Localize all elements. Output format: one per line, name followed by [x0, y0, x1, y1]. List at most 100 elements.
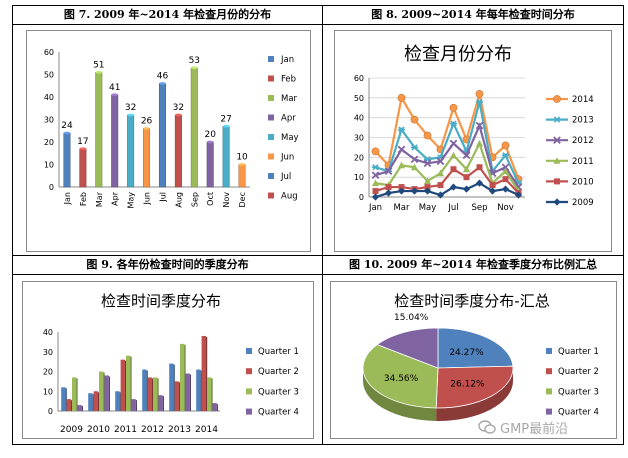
fig8-point-2011-Jul: [449, 151, 458, 159]
fig8-legend-label-2013: 2013: [572, 116, 594, 126]
fig9-bar-side-2010-Quarter-4: [108, 376, 110, 411]
fig9-bar-2010-Quarter-1: [88, 393, 93, 411]
fig8-legend-label-2012: 2012: [572, 136, 594, 146]
fig10-slice-side-Quarter-2-0: [436, 368, 513, 422]
fig8-point-2014-Mar: [397, 93, 406, 102]
fig8-line-2009: [375, 181, 519, 199]
fig8-legend-label-2010: 2010: [572, 177, 594, 187]
fig8-ytick-30: 30: [354, 134, 364, 143]
fig7-bar-top-Nov: [222, 124, 230, 128]
fig8-point-2010-Aug: [463, 174, 470, 181]
fig9-xtick-2013: 2013: [168, 425, 191, 435]
fig7-xtick-Sep: Sep: [190, 192, 199, 207]
fig9-bar-side-2010-Quarter-2: [98, 392, 100, 411]
fig7-bar-Aug: [174, 114, 182, 188]
fig10-legend-swatch-Quarter-1: [546, 348, 552, 354]
fig7-bar-Mar: [95, 72, 103, 188]
fig8-legend-marker-2010: [554, 178, 560, 185]
frame-left: [12, 5, 13, 445]
fig7-ytick-30: 30: [44, 116, 54, 125]
fig10-data-label-Quarter-3: 34.56%: [384, 374, 419, 384]
fig9-bar-side-2009-Quarter-1: [65, 388, 67, 411]
fig9-bar-side-2009-Quarter-3: [76, 378, 78, 411]
fig8-point-2012-Mar: [397, 145, 406, 154]
fig7-legend-label-Feb: Feb: [281, 75, 296, 85]
watermark-text: GMP最前沿: [500, 421, 569, 437]
fig7-legend-label-Aug: Aug: [281, 192, 298, 202]
fig7-xtick-Apr: Apr: [111, 191, 120, 206]
fig7-ytick-50: 50: [44, 71, 54, 80]
fig9-bar-side-2014-Quarter-1: [200, 370, 202, 411]
fig8-point-2011-Jun: [436, 169, 445, 177]
fig9-bar-2010-Quarter-2: [93, 391, 98, 411]
fig8-point-2013-Nov: [501, 152, 510, 159]
fig7-bar-top-Sep: [191, 66, 198, 70]
fig8-point-2010-Mar: [398, 184, 405, 191]
fig7-data-label-Mar: 51: [93, 60, 104, 70]
fig9-legend-swatch-Quarter-1: [246, 348, 252, 354]
fig9-bar-2014-Quarter-4: [212, 403, 217, 411]
fig10-legend-label-Quarter-3: Quarter 3: [558, 387, 599, 397]
fig8-ytick-50: 50: [354, 94, 364, 103]
fig8-point-2009-Sep: [475, 179, 484, 187]
fig8-point-2011-Nov: [501, 167, 510, 175]
frame-top: [12, 5, 624, 6]
fig9-legend-swatch-Quarter-2: [246, 368, 252, 375]
fig9-bar-2011-Quarter-2: [120, 359, 125, 411]
fig9-ytick-20: 20: [43, 368, 53, 377]
panel-caption-fig8: 图 8. 2009~2014 年每年检查时间分布: [371, 8, 575, 21]
fig7-bar-May: [127, 114, 135, 188]
fig10-slice-Quarter-4: [376, 327, 439, 369]
fig8-legend-marker-2009: [553, 198, 561, 206]
fig10-legend-swatch-Quarter-4: [546, 408, 552, 415]
fig8-point-2011-Apr: [410, 163, 419, 171]
fig9-bar-side-2010-Quarter-3: [103, 372, 105, 411]
fig9-bar-2009-Quarter-1: [61, 387, 66, 411]
fig7-data-label-Oct: 20: [204, 130, 216, 140]
fig9-bar-side-2011-Quarter-2: [125, 360, 127, 411]
frame-right: [623, 5, 624, 445]
panel-caption-fig9: 图 9. 各年份检查时间的季度分布: [86, 258, 249, 271]
fig9-title: 检查时间季度分布: [101, 292, 221, 310]
fig9-bar-side-2014-Quarter-4: [216, 404, 218, 411]
fig8-ytick-20: 20: [354, 153, 364, 162]
fig7-bar-Apr: [111, 94, 119, 188]
frame-bottom: [12, 444, 624, 445]
fig10-slice-Quarter-1: [437, 327, 514, 369]
fig8-xtick-May: May: [419, 203, 437, 213]
fig9-bar-2014-Quarter-3: [207, 377, 212, 411]
fig8-ytick-60: 60: [354, 74, 364, 83]
fig7-bar-top-Feb: [79, 147, 87, 151]
fig8-legend-label-2011: 2011: [572, 157, 594, 167]
fig9-bar-2010-Quarter-3: [99, 371, 104, 411]
fig8-point-2009-Jul: [449, 183, 458, 191]
fig8-point-2014-Jul: [449, 103, 458, 112]
fig9-bar-side-2013-Quarter-1: [173, 364, 175, 411]
fig8-point-2011-Aug: [462, 165, 471, 173]
fig8-point-2012-Apr: [410, 155, 419, 164]
fig7-xtick-Dec: Dec: [238, 192, 247, 207]
fig7-bar-top-Jun: [143, 127, 150, 130]
fig8-point-2012-Nov: [501, 163, 510, 172]
fig9-bar-2013-Quarter-2: [174, 381, 179, 411]
fig10-slice-Quarter-2: [435, 365, 514, 409]
fig8-point-2013-Apr: [410, 144, 419, 151]
fig7-bar-Dec: [238, 164, 246, 188]
fig8-legend-label-2014: 2014: [572, 95, 594, 105]
fig8-point-2010-Feb: [385, 184, 392, 191]
fig7-bar-top-May: [127, 113, 134, 117]
fig9-xtick-2011: 2011: [114, 425, 137, 435]
chart-box-fig9: [22, 281, 314, 439]
fig9-bar-side-2011-Quarter-3: [130, 356, 132, 411]
fig10-legend-swatch-Quarter-2: [546, 368, 552, 375]
fig9-bar-side-2009-Quarter-2: [71, 400, 73, 411]
frame-middle-vertical: [322, 5, 323, 445]
fig7-legend-swatch-Feb: [268, 75, 274, 82]
fig8-point-2011-Mar: [397, 161, 406, 169]
fig7-legend-label-Jul: Jul: [280, 172, 291, 182]
fig9-bar-2011-Quarter-3: [126, 355, 131, 411]
panel-caption-fig10: 图 10. 2009 年~2014 年检查季度分布比例汇总: [349, 258, 597, 271]
fig8-point-2009-Dec: [514, 191, 523, 199]
